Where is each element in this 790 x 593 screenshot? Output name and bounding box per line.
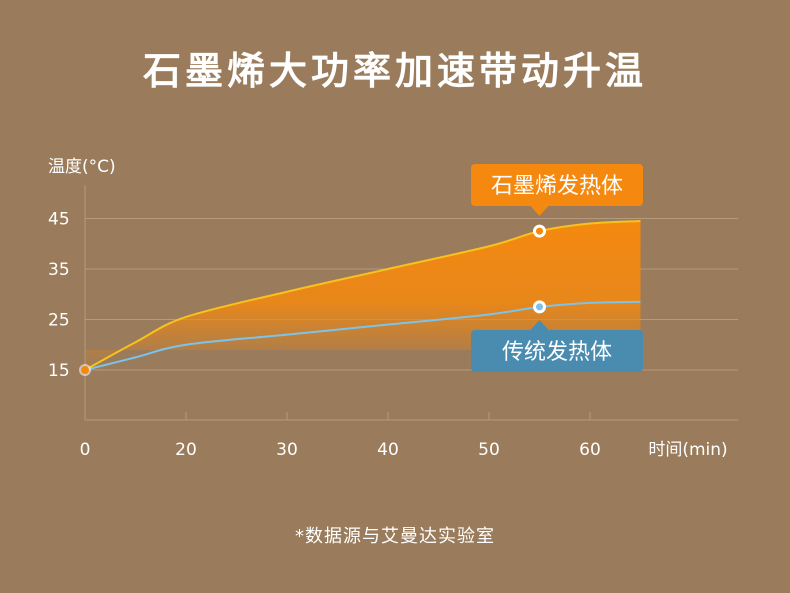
y-tick-label-25: 25	[48, 311, 70, 331]
chart-title: 石墨烯大功率加速带动升温	[142, 49, 647, 93]
graphene-callout-pointer	[530, 206, 549, 216]
graphene-callout-label: 石墨烯发热体	[491, 174, 623, 199]
traditional-highlight-point-core	[536, 303, 543, 311]
x-tick-label-30: 30	[276, 440, 298, 460]
y-tick-label-35: 35	[48, 260, 70, 280]
origin-marker	[81, 366, 89, 374]
x-tick-label-40: 40	[377, 440, 399, 460]
traditional-callout-label: 传统发热体	[502, 340, 612, 365]
footnote: *数据源与艾曼达实验室	[295, 526, 495, 547]
series-lines	[84, 220, 641, 371]
series-line-traditional	[84, 300, 641, 371]
tick-labels: 15 25 35 45 0 20 30 40 50 60	[48, 210, 601, 461]
markers	[79, 224, 546, 376]
traditional-callout-pointer	[530, 320, 549, 330]
x-tick-label-60: 60	[579, 440, 601, 460]
graphene-highlight-point-core	[536, 227, 543, 235]
axis-labels: 温度(°C) 时间(min)	[48, 157, 728, 460]
x-tick-label-20: 20	[175, 440, 197, 460]
traditional-callout-box	[471, 330, 643, 372]
x-tick-label-0: 0	[80, 440, 91, 460]
series-line-graphene	[84, 220, 641, 371]
y-tick-label-15: 15	[48, 361, 70, 381]
graphene-callout-box	[471, 164, 643, 206]
x-axis-label: 时间(min)	[648, 440, 727, 460]
x-tick-label-50: 50	[478, 440, 500, 460]
y-axis-label: 温度(°C)	[48, 157, 116, 177]
y-tick-label-45: 45	[48, 210, 70, 230]
axes	[84, 185, 738, 421]
